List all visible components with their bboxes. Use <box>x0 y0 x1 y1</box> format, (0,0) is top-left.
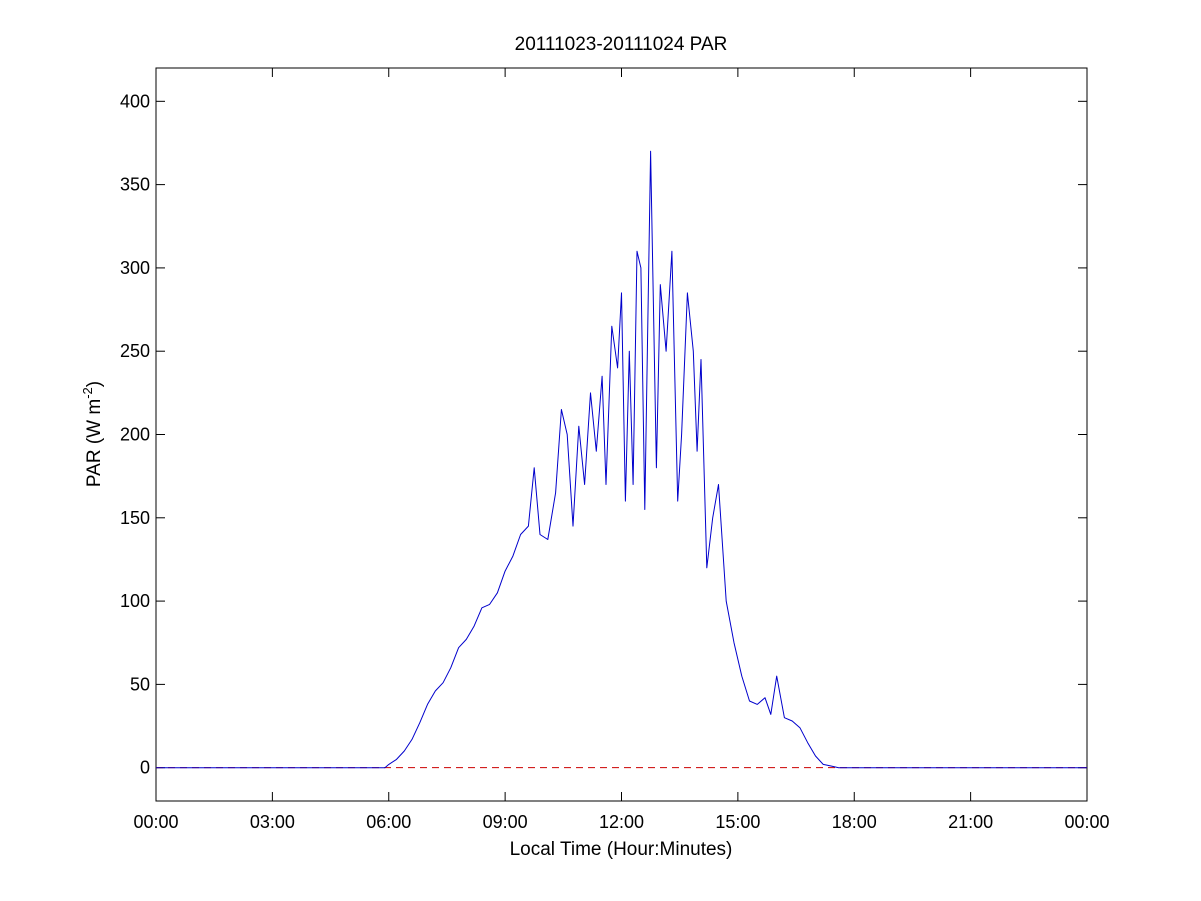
x-tick-label: 00:00 <box>133 812 178 832</box>
y-tick-label: 50 <box>130 674 150 694</box>
y-tick-label: 150 <box>120 508 150 528</box>
y-axis-label-close: ) <box>84 381 105 387</box>
y-tick-label: 250 <box>120 341 150 361</box>
x-axis-ticks: 00:00 03:00 06:00 09:00 12:00 15:00 18:00 21:00… <box>133 68 1110 832</box>
x-tick-label: 21:00 <box>948 812 993 832</box>
x-tick-label: 00:00 <box>1064 812 1109 832</box>
y-tick-label: 100 <box>120 591 150 611</box>
x-tick-label: 12:00 <box>599 812 644 832</box>
y-axis-label-base: PAR (W m <box>84 399 105 487</box>
y-tick-label: 300 <box>120 258 150 278</box>
y-axis-ticks: 0 50 100 150 200 250 300 350 400 <box>120 91 1087 778</box>
series-layer <box>156 150 1087 769</box>
y-axis-label-exponent: -2 <box>80 387 95 399</box>
y-tick-label: 350 <box>120 175 150 195</box>
x-tick-label: 06:00 <box>366 812 411 832</box>
x-tick-label: 09:00 <box>483 812 528 832</box>
x-tick-label: 03:00 <box>250 812 295 832</box>
y-tick-label: 400 <box>120 91 150 111</box>
x-tick-label: 15:00 <box>715 812 760 832</box>
axes-box <box>155 67 1088 802</box>
y-tick-label: 0 <box>140 758 150 778</box>
chart-title: 20111023-20111024 PAR <box>515 34 728 55</box>
y-tick-label: 200 <box>120 425 150 445</box>
x-axis-label: Local Time (Hour:Minutes) <box>510 839 733 860</box>
x-tick-label: 18:00 <box>832 812 877 832</box>
par-series-line <box>156 150 1087 769</box>
plot-area: 00:00 03:00 06:00 09:00 12:00 15:00 18:00 21:00… <box>120 67 1110 832</box>
y-axis-label: PAR (W m-2) <box>80 381 105 487</box>
